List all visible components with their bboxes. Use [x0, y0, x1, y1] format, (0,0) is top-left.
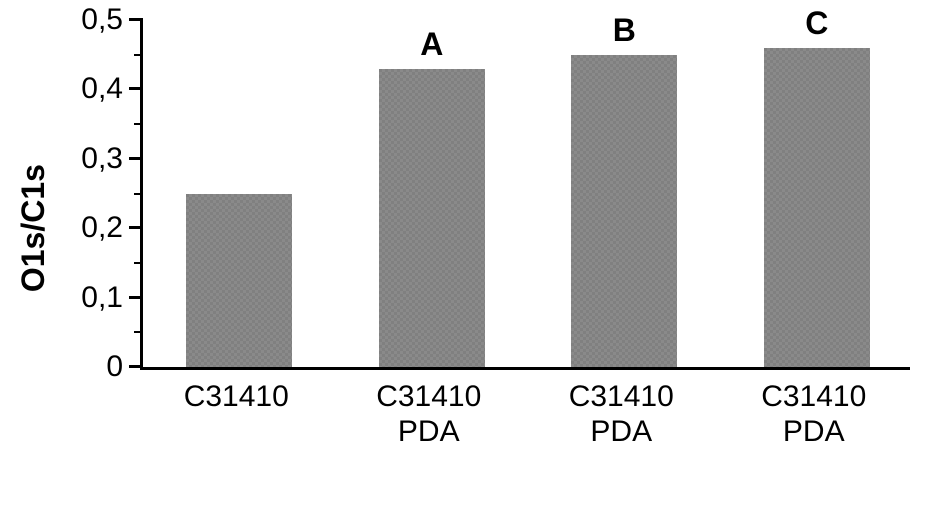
- x-tick-label: C31410 PDA: [525, 380, 718, 449]
- bar: C: [764, 48, 870, 367]
- y-tick-major: [129, 226, 143, 229]
- bar-annotation: B: [613, 12, 636, 49]
- x-tick-label: C31410 PDA: [333, 380, 526, 449]
- y-tick-minor: [134, 331, 143, 333]
- y-tick-major: [129, 296, 143, 299]
- y-tick-label: 0,5: [81, 3, 123, 37]
- bar-annotation: C: [805, 5, 828, 42]
- y-tick-label: 0,1: [81, 281, 123, 315]
- y-tick-major: [129, 365, 143, 368]
- y-tick-major: [129, 87, 143, 90]
- plot-area: ABC 00,10,20,30,40,5: [140, 20, 910, 370]
- y-tick-label: 0,3: [81, 142, 123, 176]
- y-axis-label: O1s/C1s: [15, 164, 52, 292]
- y-tick-minor: [134, 262, 143, 264]
- y-tick-label: 0: [106, 350, 123, 384]
- bar-annotation: A: [420, 26, 443, 63]
- y-tick-major: [129, 18, 143, 21]
- bar: [186, 194, 292, 368]
- chart-container: O1s/C1s ABC 00,10,20,30,40,5 C31410C3141…: [0, 0, 945, 507]
- bar: A: [379, 69, 485, 367]
- y-tick-minor: [134, 123, 143, 125]
- y-tick-minor: [134, 193, 143, 195]
- y-tick-label: 0,2: [81, 211, 123, 245]
- y-tick-minor: [134, 54, 143, 56]
- x-tick-label: C31410 PDA: [718, 380, 911, 449]
- bars-layer: ABC: [143, 20, 910, 367]
- y-tick-label: 0,4: [81, 72, 123, 106]
- x-tick-label: C31410: [140, 380, 333, 415]
- y-tick-major: [129, 157, 143, 160]
- bar: B: [571, 55, 677, 367]
